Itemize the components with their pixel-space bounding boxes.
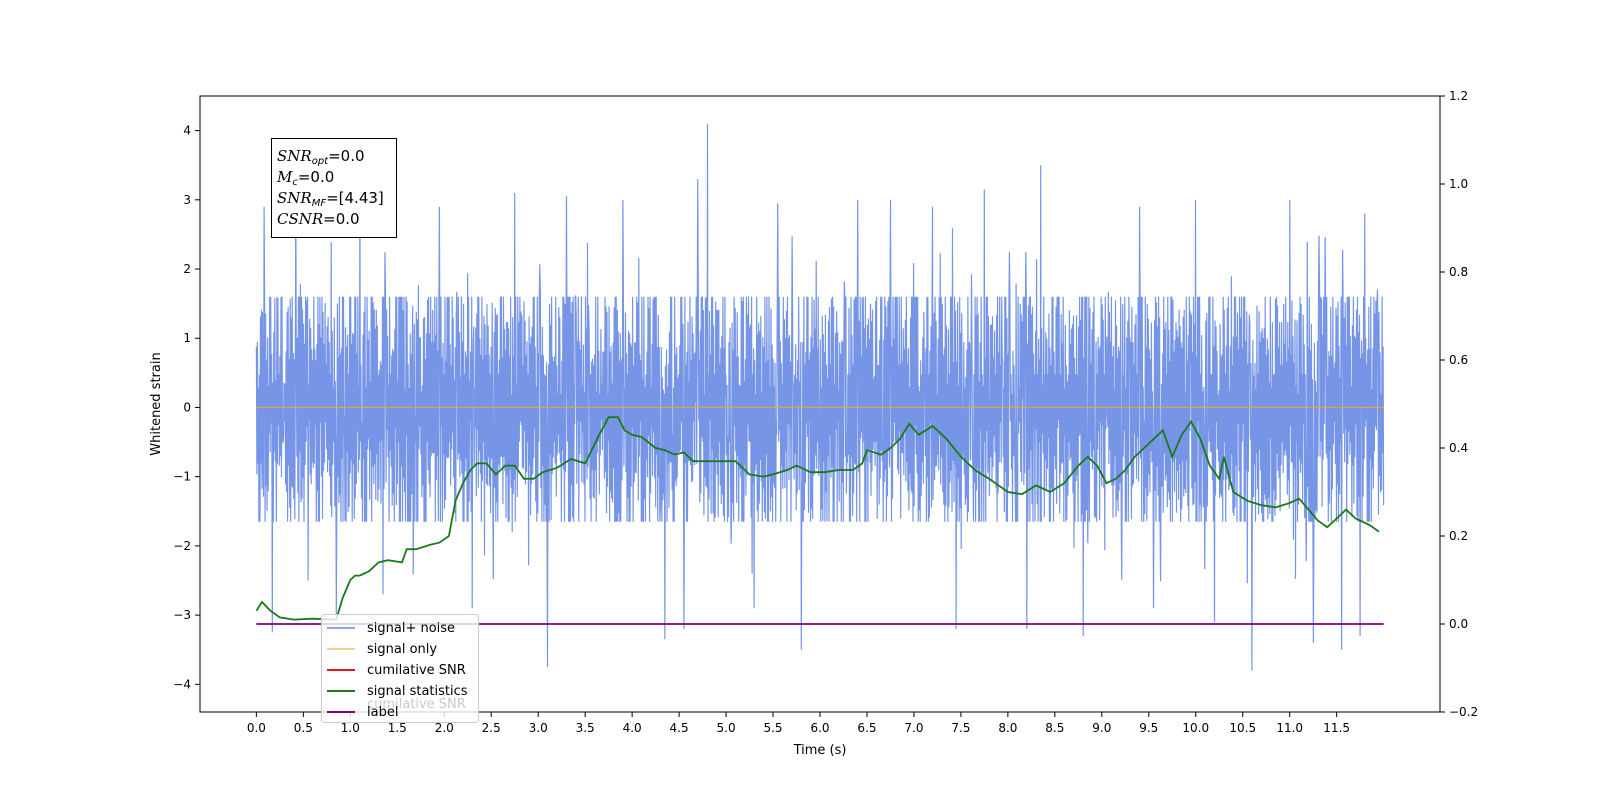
y2-tick-label: 0.8 (1449, 265, 1468, 279)
y2-tick-label: 0.0 (1449, 617, 1468, 631)
x-tick-label: 8.0 (998, 721, 1017, 735)
x-tick-label: 5.0 (717, 721, 736, 735)
x-tick-label: 6.0 (810, 721, 829, 735)
x-tick-label: 2.0 (435, 721, 454, 735)
x-tick-label: 7.5 (951, 721, 970, 735)
y-tick-label: 2 (183, 262, 191, 276)
legend-label: signal only (367, 641, 438, 657)
x-tick-label: 0.0 (247, 721, 266, 735)
y-axis-label: Whitened strain (149, 352, 164, 455)
y2-tick-label: 1.2 (1449, 89, 1468, 103)
legend-swatch (327, 690, 355, 692)
y-tick-label: 1 (183, 331, 191, 345)
x-tick-label: 11.5 (1323, 721, 1350, 735)
legend-label: signal statistics (367, 683, 468, 699)
y-tick-label: −4 (173, 677, 191, 691)
y-tick-label: −2 (173, 539, 191, 553)
x-tick-label: 9.5 (1139, 721, 1158, 735)
x-tick-label: 5.5 (763, 721, 782, 735)
x-tick-label: 7.0 (904, 721, 923, 735)
legend-swatch (327, 627, 355, 629)
y-tick-label: 3 (183, 193, 191, 207)
x-tick-label: 1.0 (341, 721, 360, 735)
legend-ghost-text: cumilative SNR (367, 697, 466, 712)
y-tick-label: 4 (183, 124, 191, 138)
legend-item: signal only (327, 639, 437, 659)
x-tick-label: 3.0 (529, 721, 548, 735)
legend-item: signal+ noise (327, 618, 455, 638)
legend-label: signal+ noise (367, 620, 456, 636)
x-axis-label: Time (s) (793, 743, 847, 758)
stats-annotation-box: SNRopt=0.0 Mc=0.0 SNRMF=[4.43] CSNR=0.0 (271, 138, 397, 238)
x-tick-label: 1.5 (388, 721, 407, 735)
legend-label: cumilative SNR (367, 662, 466, 678)
legend-label: label (367, 704, 399, 720)
snr-mf-value: =[4.43] (326, 189, 384, 207)
y-tick-label: −3 (173, 608, 191, 622)
y-tick-label: −1 (173, 470, 191, 484)
series-signal-statistics (255, 416, 1380, 621)
x-tick-label: 4.0 (623, 721, 642, 735)
y2-tick-label: 1.0 (1449, 177, 1468, 191)
y-tick-label: 0 (183, 400, 191, 414)
csnr-value: =0.0 (323, 210, 360, 228)
legend-item: cumilative SNR (327, 660, 466, 680)
y2-tick-label: 0.4 (1449, 441, 1468, 455)
x-tick-label: 3.5 (576, 721, 595, 735)
snr-opt-value: =0.0 (328, 147, 365, 165)
mc-row: Mc=0.0 (277, 168, 335, 188)
y2-tick-label: 0.6 (1449, 353, 1468, 367)
chart-legend: cumilative SNR signal+ noise signal only cu… (321, 614, 479, 723)
csnr-row: CSNR=0.0 (277, 210, 360, 228)
legend-swatch (327, 648, 355, 650)
snr-opt-row: SNRopt=0.0 (277, 147, 365, 167)
x-tick-label: 9.0 (1092, 721, 1111, 735)
x-tick-label: 2.5 (482, 721, 501, 735)
x-tick-label: 10.0 (1182, 721, 1209, 735)
y2-tick-label: −0.2 (1449, 705, 1478, 719)
y2-tick-label: 0.2 (1449, 529, 1468, 543)
series-signal-plus-noise (255, 123, 1385, 671)
x-tick-label: 8.5 (1045, 721, 1064, 735)
snr-mf-row: SNRMF=[4.43] (277, 189, 384, 209)
legend-swatch (327, 711, 355, 713)
legend-item: signal statistics (327, 681, 468, 701)
x-tick-label: 0.5 (294, 721, 313, 735)
x-tick-label: 4.5 (670, 721, 689, 735)
x-tick-label: 11.0 (1276, 721, 1303, 735)
x-tick-label: 6.5 (857, 721, 876, 735)
legend-item: label (327, 702, 398, 722)
legend-swatch (327, 669, 355, 671)
mc-value: =0.0 (297, 168, 335, 186)
x-tick-label: 10.5 (1229, 721, 1256, 735)
